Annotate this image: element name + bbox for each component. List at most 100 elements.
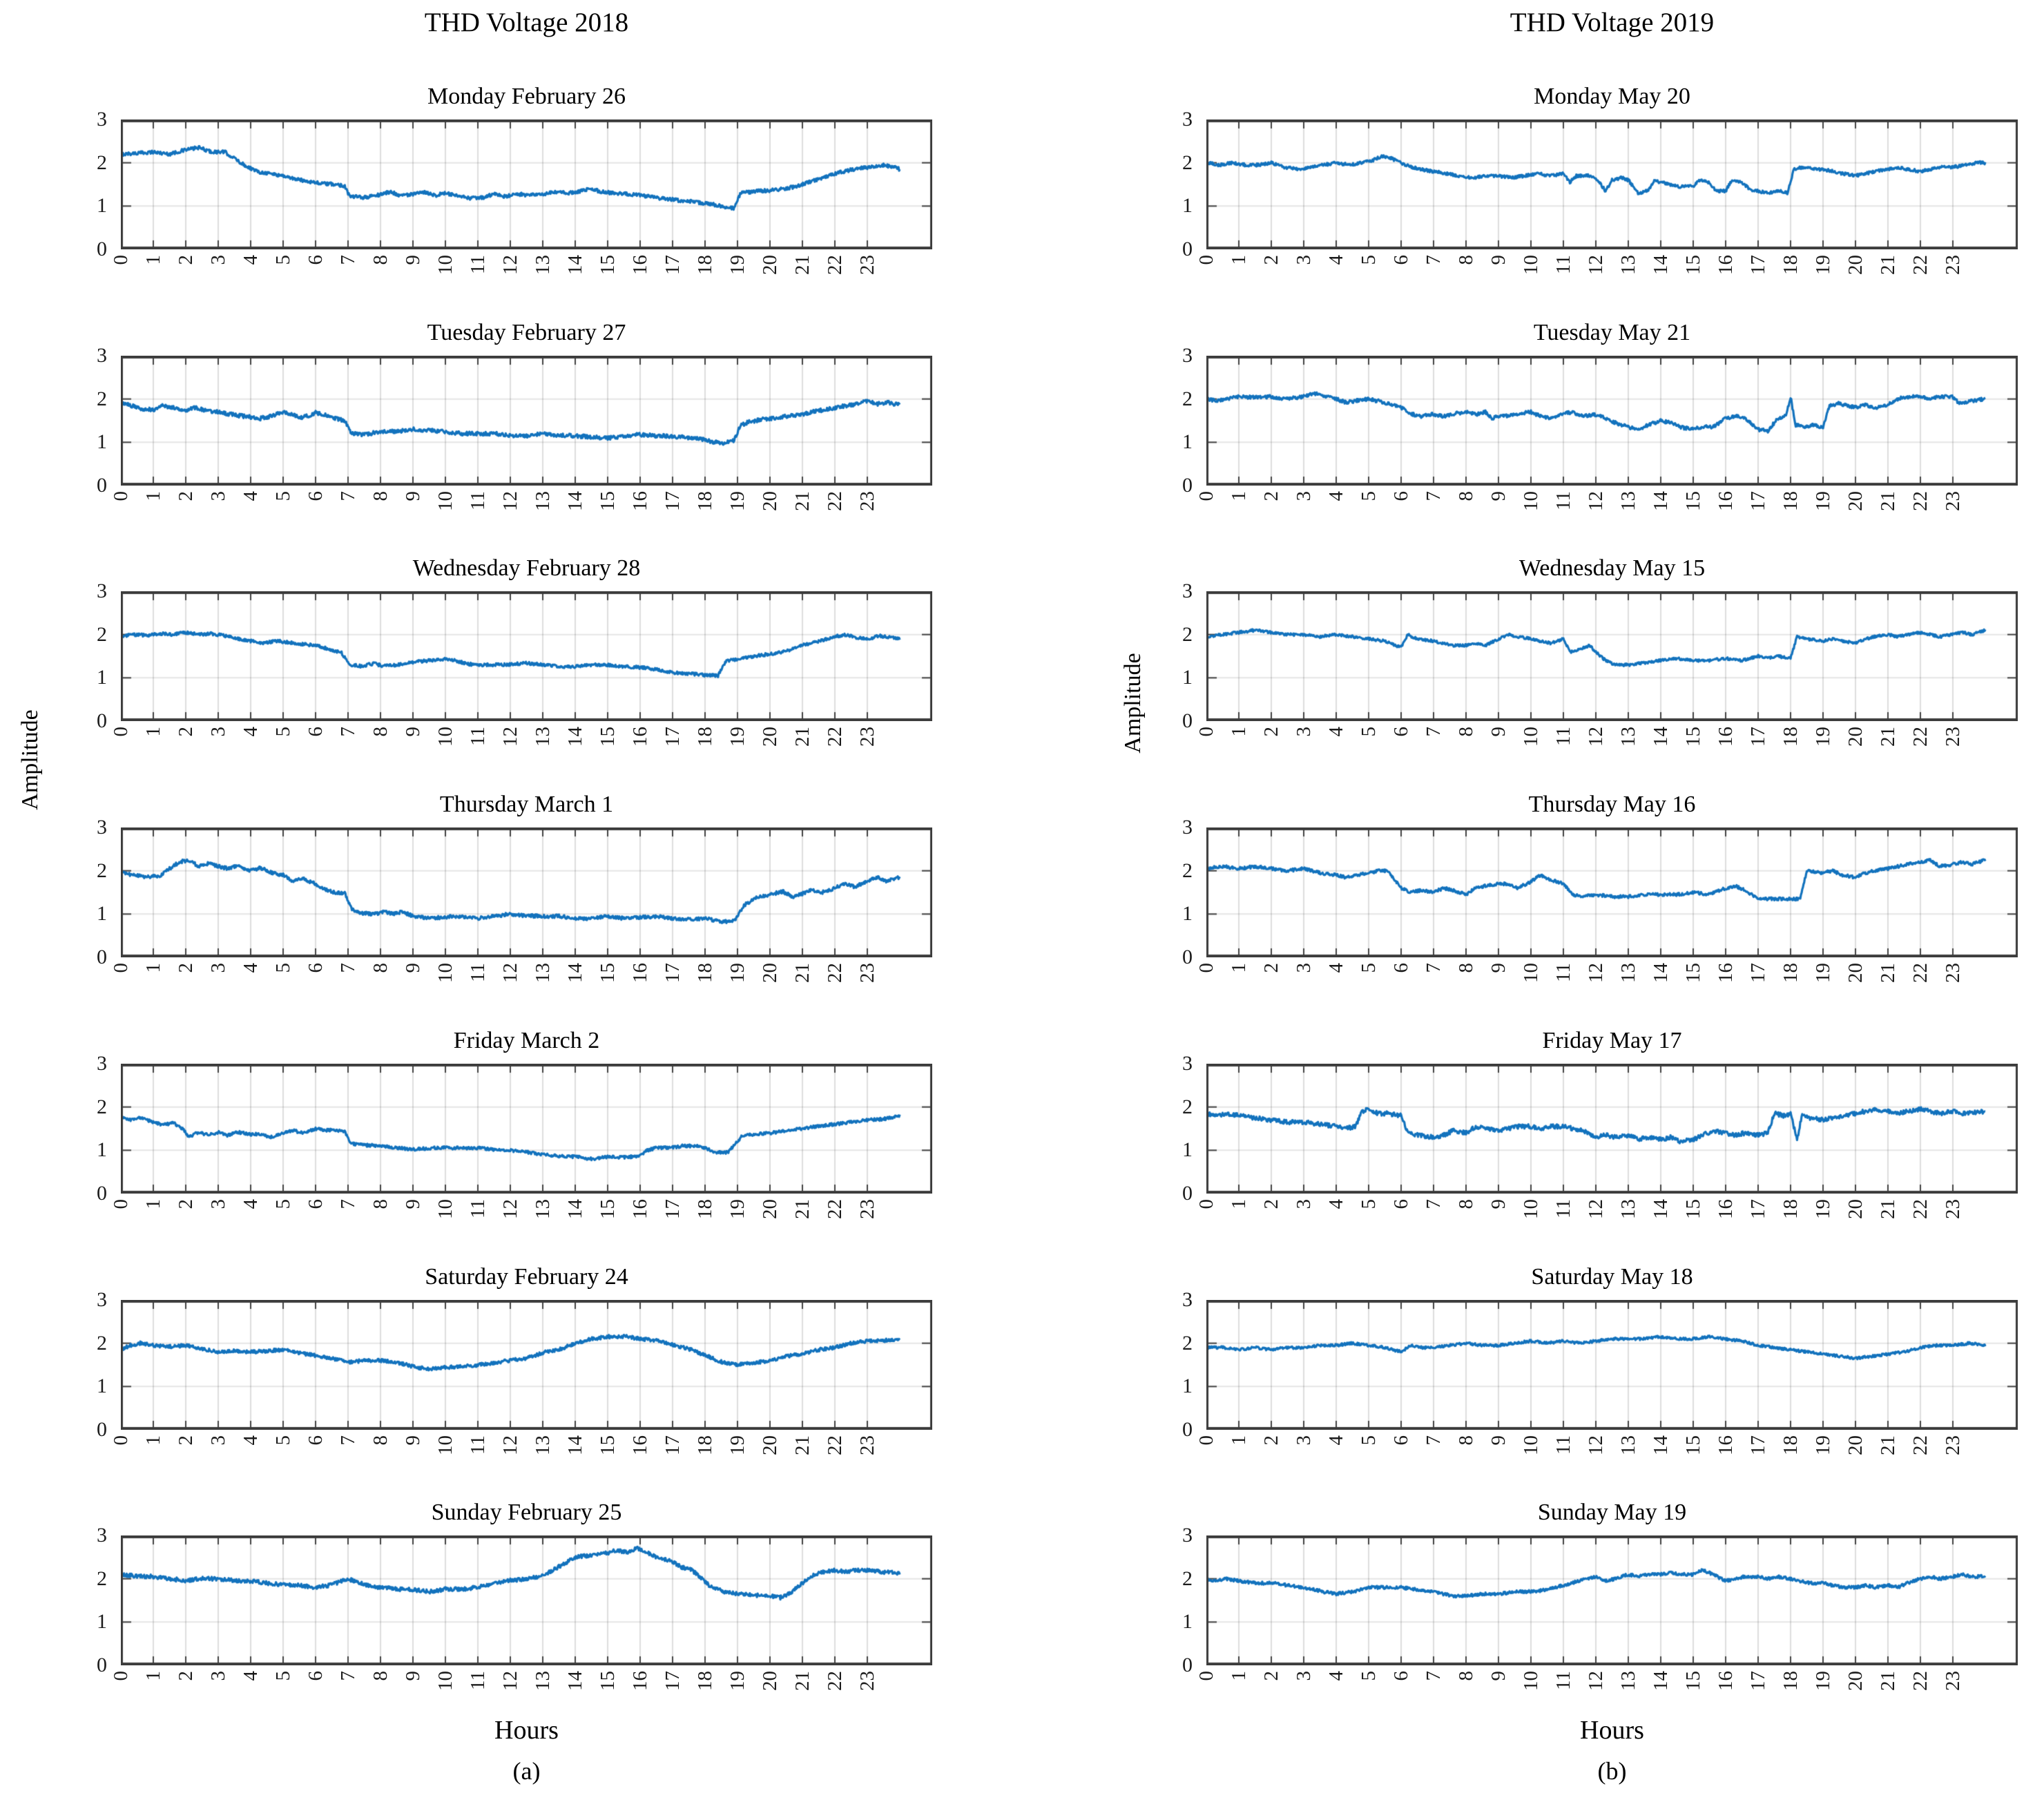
x-tick-label: 10 — [434, 1435, 456, 1455]
x-tick-label: 12 — [1585, 255, 1607, 275]
x-tick-label: 22 — [824, 727, 846, 747]
y-tick-label: 2 — [1182, 859, 1193, 882]
x-tick-label: 23 — [1942, 491, 1964, 511]
x-tick-label: 10 — [1520, 963, 1542, 983]
x-tick-label: 2 — [175, 1671, 197, 1681]
x-tick-label: 10 — [434, 727, 456, 747]
x-tick-label: 20 — [759, 963, 781, 983]
x-tick-label: 1 — [142, 491, 164, 501]
x-tick-label: 8 — [1455, 963, 1477, 973]
x-tick-label: 1 — [142, 1199, 164, 1209]
x-tick-label: 7 — [337, 1671, 359, 1681]
x-tick-label: 6 — [305, 727, 327, 737]
x-tick-label: 7 — [1423, 255, 1445, 265]
x-tick-label: 16 — [629, 727, 651, 747]
x-tick-label: 13 — [532, 963, 554, 983]
x-tick-label: 21 — [791, 963, 813, 983]
x-tick-label: 22 — [1909, 1671, 1931, 1691]
x-tick-label: 3 — [207, 1435, 229, 1446]
panel-a-suptitle: THD Voltage 2018 — [424, 8, 629, 37]
x-tick-label: 12 — [1585, 1435, 1607, 1455]
x-tick-label: 14 — [1650, 1435, 1672, 1455]
x-tick-label: 22 — [1909, 1199, 1931, 1219]
y-tick-label: 2 — [1182, 387, 1193, 410]
x-tick-label: 17 — [1747, 255, 1769, 275]
y-tick-label: 1 — [97, 194, 107, 218]
y-tick-label: 3 — [97, 816, 107, 839]
x-tick-label: 4 — [240, 963, 262, 973]
x-tick-label: 3 — [1293, 1435, 1315, 1446]
x-tick-label: 9 — [1487, 491, 1510, 501]
plot-area-b-3 — [1206, 827, 2018, 957]
x-tick-label: 0 — [1195, 727, 1217, 737]
panel-a-xlabel: Hours — [494, 1716, 559, 1745]
y-tick-label: 0 — [97, 1654, 107, 1676]
x-tick-label: 1 — [142, 727, 164, 737]
x-tick-label: 16 — [1715, 1671, 1737, 1691]
x-tick-label: 13 — [532, 1435, 554, 1455]
x-tick-label: 8 — [1455, 1435, 1477, 1446]
x-tick-label: 8 — [1455, 255, 1477, 265]
x-tick-label: 3 — [1293, 255, 1315, 265]
x-tick-label: 7 — [1423, 491, 1445, 501]
y-tick-label: 2 — [1182, 622, 1193, 646]
x-tick-label: 18 — [694, 1671, 716, 1691]
x-tick-label: 0 — [110, 1671, 132, 1681]
x-tick-label: 17 — [1747, 1435, 1769, 1455]
x-tick-label: 14 — [564, 1435, 586, 1455]
x-tick-label: 0 — [1195, 1199, 1217, 1209]
x-tick-label: 10 — [434, 1671, 456, 1691]
y-tick-label: 0 — [97, 474, 107, 497]
x-tick-label: 7 — [1423, 727, 1445, 737]
y-tick-label: 2 — [97, 151, 107, 174]
y-tick-label: 1 — [97, 1610, 107, 1634]
x-tick-label: 17 — [1747, 963, 1769, 983]
x-tick-label: 3 — [1293, 1671, 1315, 1681]
x-tick-label: 20 — [1844, 1435, 1867, 1455]
x-tick-label: 23 — [1942, 255, 1964, 275]
x-tick-label: 0 — [110, 1199, 132, 1209]
plot-area-a-4 — [121, 1064, 932, 1194]
y-tick-label: 1 — [1182, 1375, 1193, 1398]
plot-area-a-5 — [121, 1300, 932, 1430]
x-tick-label: 21 — [791, 255, 813, 275]
x-tick-label: 1 — [1228, 1435, 1250, 1446]
y-tick-label: 2 — [97, 859, 107, 882]
x-tick-label: 6 — [1390, 727, 1412, 737]
x-tick-label: 14 — [564, 963, 586, 983]
x-tick-label: 8 — [369, 255, 392, 265]
y-tick-label: 1 — [1182, 194, 1193, 218]
x-tick-label: 3 — [207, 727, 229, 737]
y-tick-label: 2 — [97, 387, 107, 410]
x-tick-label: 16 — [629, 255, 651, 275]
x-tick-label: 3 — [1293, 1199, 1315, 1209]
x-tick-label: 20 — [1844, 1671, 1867, 1691]
x-tick-label: 18 — [1780, 727, 1802, 747]
x-tick-label: 23 — [1942, 1671, 1964, 1691]
x-tick-label: 8 — [1455, 1199, 1477, 1209]
x-tick-label: 18 — [1780, 1435, 1802, 1455]
x-tick-label: 11 — [467, 491, 489, 510]
x-tick-label: 22 — [824, 963, 846, 983]
y-tick-label: 1 — [1182, 1138, 1193, 1162]
x-tick-label: 15 — [1682, 1199, 1704, 1219]
x-tick-label: 6 — [305, 1671, 327, 1681]
y-tick-label: 3 — [1182, 1052, 1193, 1075]
x-tick-label: 15 — [597, 727, 619, 747]
x-tick-label: 14 — [1650, 727, 1672, 747]
x-tick-label: 9 — [402, 727, 424, 737]
x-tick-label: 15 — [1682, 255, 1704, 275]
x-tick-label: 2 — [1260, 1199, 1282, 1209]
x-tick-label: 22 — [1909, 491, 1931, 511]
x-tick-label: 14 — [564, 727, 586, 747]
x-tick-label: 18 — [694, 255, 716, 275]
y-tick-label: 2 — [97, 1331, 107, 1355]
x-tick-label: 14 — [564, 255, 586, 275]
panel-b-suptitle: THD Voltage 2019 — [1510, 8, 1715, 37]
x-tick-label: 19 — [726, 727, 749, 747]
x-tick-label: 23 — [1942, 1199, 1964, 1219]
x-tick-label: 21 — [1877, 1435, 1899, 1455]
x-tick-label: 2 — [175, 1199, 197, 1209]
x-tick-label: 15 — [597, 1671, 619, 1691]
x-tick-label: 22 — [1909, 255, 1931, 275]
